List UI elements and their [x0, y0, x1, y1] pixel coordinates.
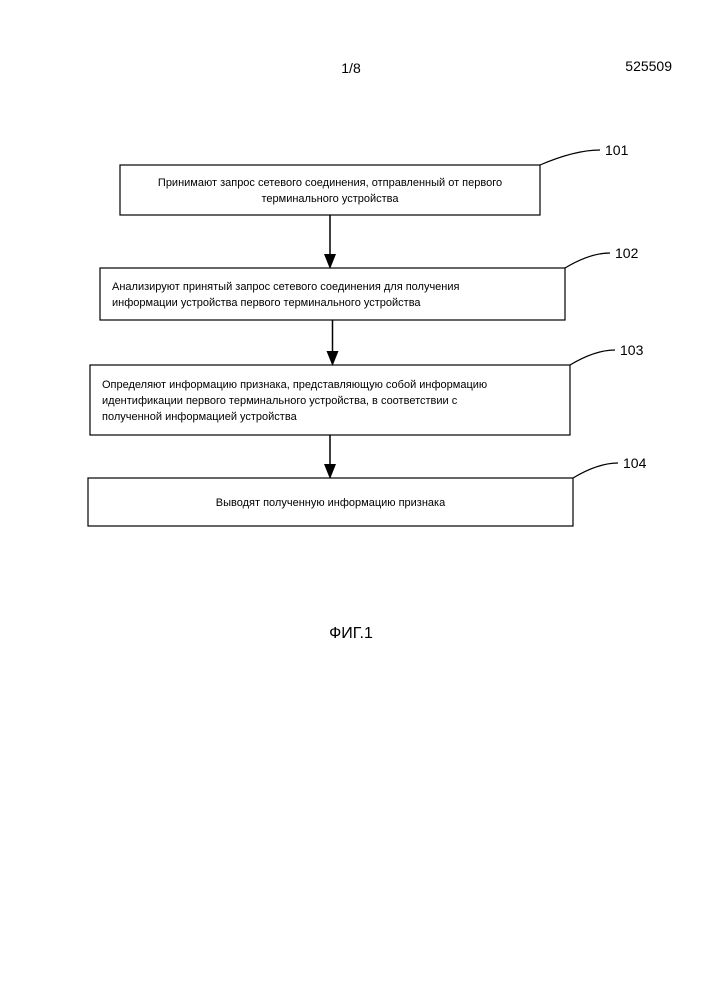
ref-number: 102: [615, 245, 639, 261]
ref-leader-line: [573, 463, 618, 478]
ref-leader-line: [540, 150, 600, 165]
ref-number: 103: [620, 342, 644, 358]
flow-step-text: Анализируют принятый запрос сетевого сое…: [112, 281, 460, 293]
ref-leader-line: [565, 253, 610, 268]
ref-number: 104: [623, 455, 647, 471]
flow-step-box: [100, 268, 565, 320]
page: 1/8 525509 Принимают запрос сетевого сое…: [0, 0, 702, 1000]
figure-label: ФИГ.1: [0, 625, 702, 643]
flow-step-text: информации устройства первого терминальн…: [112, 297, 421, 309]
ref-leader-line: [570, 350, 615, 365]
flowchart: Принимают запрос сетевого соединения, от…: [0, 0, 702, 1000]
flow-step-text: идентификации первого терминального устр…: [102, 395, 458, 407]
flow-step-text: Определяют информацию признака, представ…: [102, 379, 487, 391]
flow-step-text: терминального устройства: [261, 193, 399, 205]
ref-number: 101: [605, 142, 629, 158]
flow-step-text: полученной информацией устройства: [102, 411, 298, 423]
flow-step-box: [120, 165, 540, 215]
flow-step-text: Принимают запрос сетевого соединения, от…: [158, 177, 502, 189]
flow-step-text: Выводят полученную информацию признака: [216, 497, 446, 509]
